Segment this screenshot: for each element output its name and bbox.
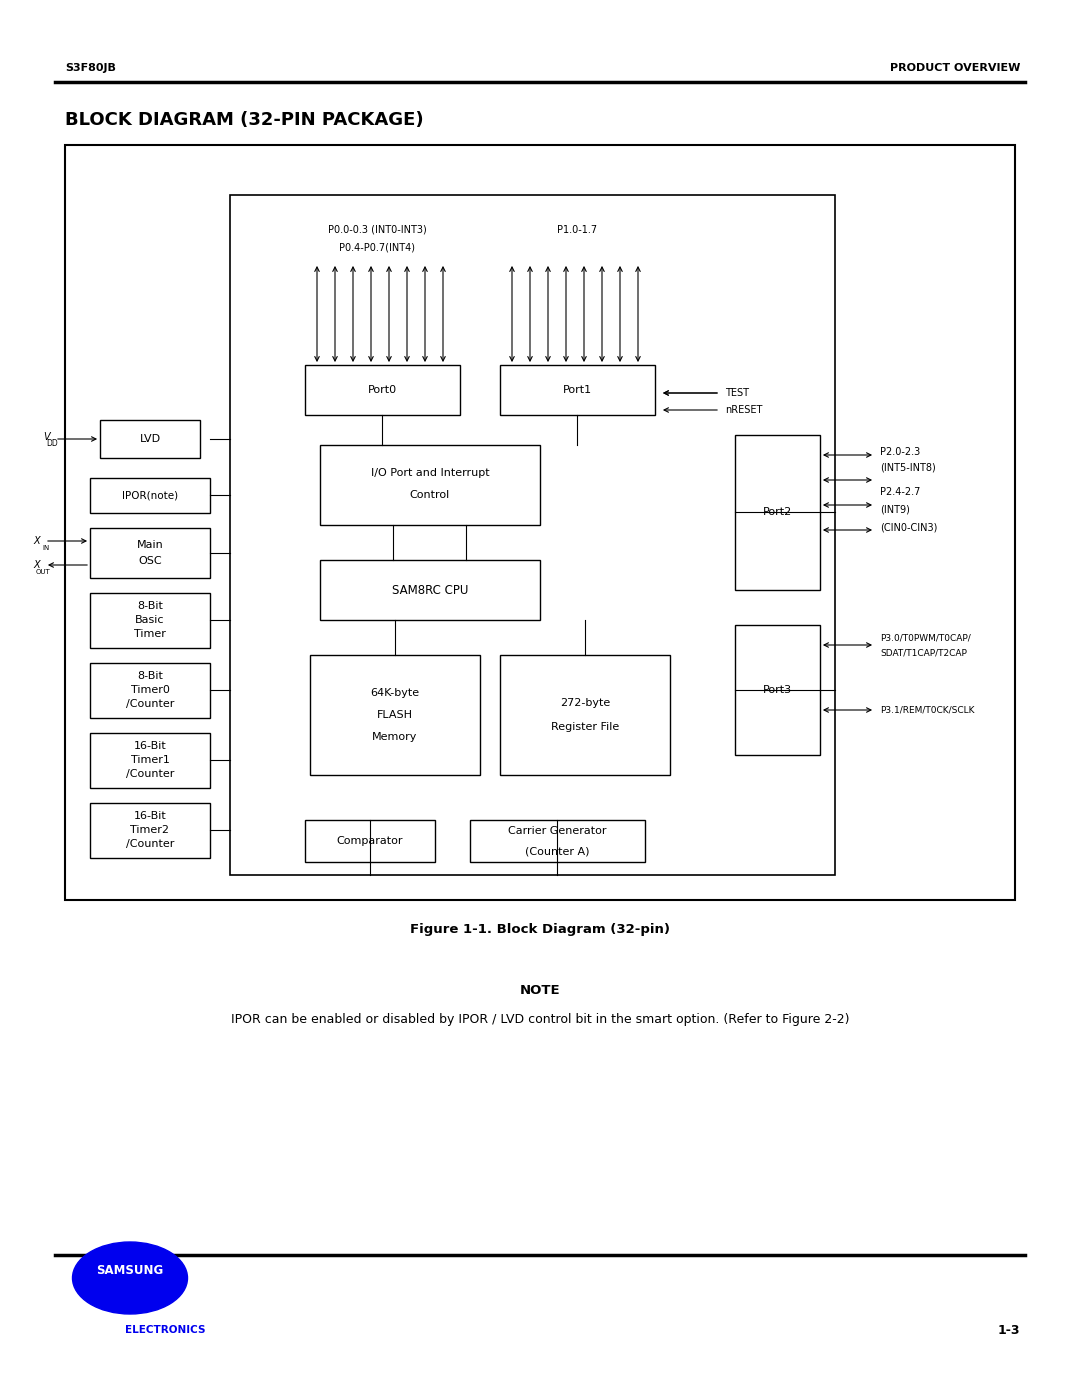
Text: 8-Bit: 8-Bit: [137, 671, 163, 680]
Text: I/O Port and Interrupt: I/O Port and Interrupt: [370, 468, 489, 478]
Text: S3F80JB: S3F80JB: [65, 63, 116, 73]
Bar: [90, 803, 210, 858]
Bar: [500, 655, 670, 775]
Bar: [90, 733, 210, 788]
Text: SAM8RC CPU: SAM8RC CPU: [392, 584, 469, 597]
Text: P1.0-1.7: P1.0-1.7: [557, 225, 597, 235]
Ellipse shape: [72, 1242, 188, 1315]
Text: Register File: Register File: [551, 722, 619, 732]
Text: /Counter: /Counter: [125, 768, 174, 780]
Text: 64K-byte: 64K-byte: [370, 687, 419, 698]
Text: 16-Bit: 16-Bit: [134, 740, 166, 752]
Text: (INT5-INT8): (INT5-INT8): [880, 462, 935, 474]
Text: OUT: OUT: [36, 569, 50, 576]
Text: FLASH: FLASH: [377, 710, 413, 719]
Text: 272-byte: 272-byte: [559, 698, 610, 708]
Text: LVD: LVD: [139, 434, 161, 444]
Text: 1-3: 1-3: [998, 1323, 1020, 1337]
Bar: [90, 592, 210, 648]
Text: /Counter: /Counter: [125, 840, 174, 849]
Text: IN: IN: [43, 545, 50, 550]
Text: P3.1/REM/T0CK/SCLK: P3.1/REM/T0CK/SCLK: [880, 705, 974, 714]
Bar: [735, 434, 820, 590]
Text: 8-Bit: 8-Bit: [137, 601, 163, 610]
Text: (CIN0-CIN3): (CIN0-CIN3): [880, 522, 937, 534]
Text: P2.0-2.3: P2.0-2.3: [880, 447, 920, 457]
Text: Port2: Port2: [762, 507, 792, 517]
Text: X: X: [33, 560, 40, 570]
Text: P0.0-0.3 (INT0-INT3): P0.0-0.3 (INT0-INT3): [327, 225, 427, 235]
Text: Figure 1-1. Block Diagram (32-pin): Figure 1-1. Block Diagram (32-pin): [410, 923, 670, 936]
Text: IPOR can be enabled or disabled by IPOR / LVD control bit in the smart option. (: IPOR can be enabled or disabled by IPOR …: [231, 1013, 849, 1027]
Bar: [90, 478, 210, 513]
Bar: [65, 145, 1015, 900]
Text: NOTE: NOTE: [519, 983, 561, 996]
Text: Comparator: Comparator: [337, 835, 403, 847]
Text: Main: Main: [137, 541, 163, 550]
Text: /Counter: /Counter: [125, 698, 174, 710]
Text: P0.4-P0.7(INT4): P0.4-P0.7(INT4): [339, 243, 415, 253]
Text: IPOR(note): IPOR(note): [122, 490, 178, 500]
Bar: [100, 420, 200, 458]
Text: V: V: [43, 432, 50, 441]
Text: Memory: Memory: [373, 732, 418, 742]
Text: Port3: Port3: [762, 685, 792, 694]
Text: ELECTRONICS: ELECTRONICS: [125, 1324, 205, 1336]
Bar: [305, 820, 435, 862]
Text: Carrier Generator: Carrier Generator: [508, 826, 606, 835]
Text: BLOCK DIAGRAM (32-PIN PACKAGE): BLOCK DIAGRAM (32-PIN PACKAGE): [65, 110, 423, 129]
Text: DD: DD: [46, 440, 58, 448]
Bar: [470, 820, 645, 862]
Bar: [305, 365, 460, 415]
Text: Timer2: Timer2: [131, 826, 170, 835]
Text: X: X: [33, 536, 40, 546]
Text: 16-Bit: 16-Bit: [134, 812, 166, 821]
Bar: [500, 365, 654, 415]
Text: OSC: OSC: [138, 556, 162, 566]
Text: PRODUCT OVERVIEW: PRODUCT OVERVIEW: [890, 63, 1020, 73]
Bar: [230, 196, 835, 875]
Bar: [310, 655, 480, 775]
Text: Port1: Port1: [563, 386, 592, 395]
Bar: [320, 560, 540, 620]
Bar: [735, 624, 820, 754]
Text: Timer1: Timer1: [131, 754, 170, 766]
Text: nRESET: nRESET: [725, 405, 762, 415]
Text: Port0: Port0: [367, 386, 396, 395]
Text: Basic: Basic: [135, 615, 165, 624]
Text: TEST: TEST: [725, 388, 750, 398]
Bar: [90, 528, 210, 578]
Text: P3.0/T0PWM/T0CAP/: P3.0/T0PWM/T0CAP/: [880, 633, 971, 643]
Text: Timer0: Timer0: [131, 685, 170, 694]
Text: Control: Control: [410, 490, 450, 500]
Bar: [90, 664, 210, 718]
Text: (Counter A): (Counter A): [525, 847, 590, 856]
Text: SAMSUNG: SAMSUNG: [96, 1263, 164, 1277]
Text: (INT9): (INT9): [880, 504, 909, 515]
Text: Timer: Timer: [134, 629, 166, 638]
Text: P2.4-2.7: P2.4-2.7: [880, 488, 920, 497]
Bar: [320, 446, 540, 525]
Text: SDAT/T1CAP/T2CAP: SDAT/T1CAP/T2CAP: [880, 648, 967, 658]
